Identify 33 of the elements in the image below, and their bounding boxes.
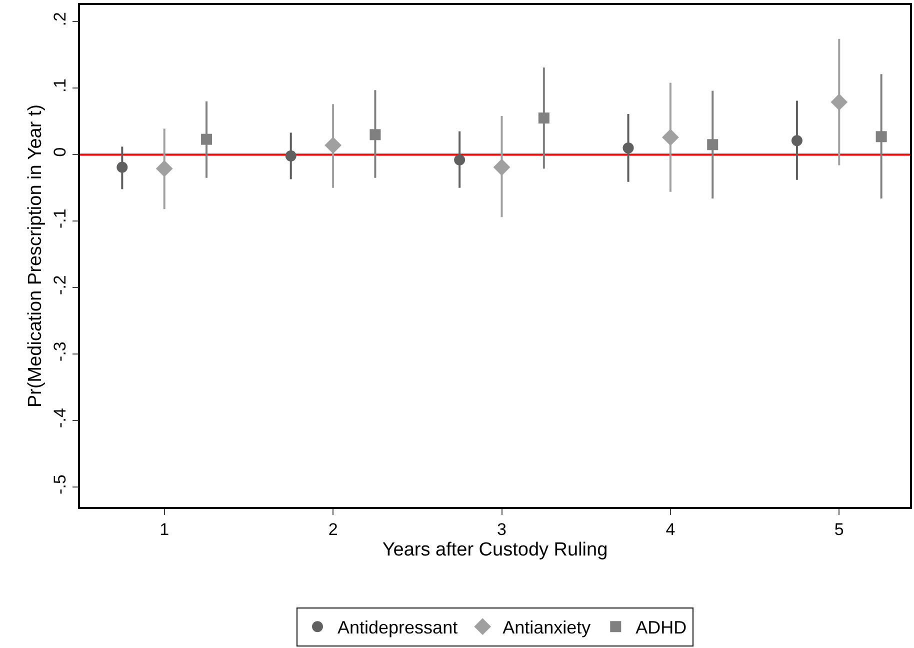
point xyxy=(116,162,128,173)
point xyxy=(156,160,173,178)
point xyxy=(830,94,848,111)
x-axis-title: Years after Custody Ruling xyxy=(382,539,608,560)
point xyxy=(707,139,718,150)
x-tick-label: 1 xyxy=(160,520,170,540)
point xyxy=(370,129,381,140)
point xyxy=(538,112,550,124)
x-tick-label: 4 xyxy=(666,520,676,540)
y-tick-label: -.4 xyxy=(50,408,70,428)
point xyxy=(324,136,342,154)
point xyxy=(662,128,679,146)
y-tick-label: -.3 xyxy=(50,342,70,362)
point xyxy=(285,150,296,162)
y-tick-label: -.5 xyxy=(50,474,70,494)
point xyxy=(622,142,634,154)
y-tick-label: -.2 xyxy=(50,275,70,295)
legend-label: Antidepressant xyxy=(338,618,458,638)
y-tick-label: -.1 xyxy=(50,208,70,228)
x-tick-label: 3 xyxy=(497,520,506,540)
y-tick-label: .2 xyxy=(50,12,70,26)
point xyxy=(791,135,802,146)
y-axis-title: Pr(Medication Prescription in Year t) xyxy=(24,104,46,408)
point xyxy=(454,154,466,166)
point xyxy=(493,158,510,176)
legend-label: Antianxiety xyxy=(502,618,591,638)
x-tick-label: 2 xyxy=(328,520,338,540)
legend-label: ADHD xyxy=(636,618,687,638)
y-tick-label: .1 xyxy=(50,78,70,93)
point xyxy=(201,134,212,145)
x-tick-label: 5 xyxy=(834,520,844,540)
point xyxy=(876,131,887,142)
y-tick-label: 0 xyxy=(50,147,70,157)
